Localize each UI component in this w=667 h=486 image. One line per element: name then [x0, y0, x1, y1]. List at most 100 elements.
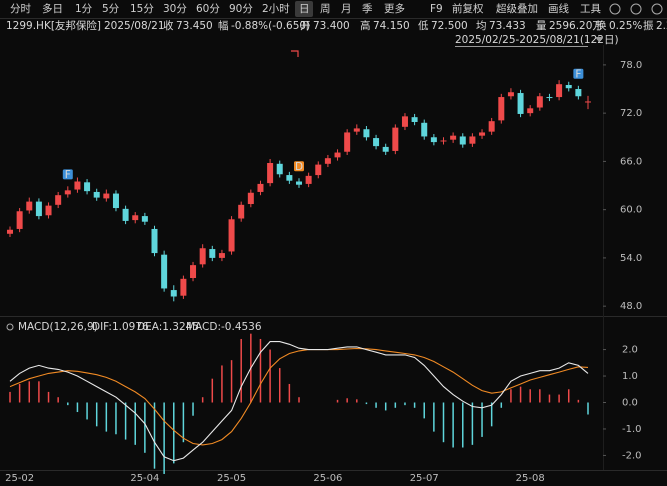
- quote-date: 2025/08/21: [104, 20, 165, 32]
- x-tick-label: 25-06: [313, 473, 342, 484]
- candle-body: [450, 135, 457, 140]
- symbol: 1299.HK[友邦保险]: [6, 19, 101, 32]
- tool[interactable]: 画线: [548, 2, 569, 15]
- candle-body: [103, 193, 110, 199]
- candle-body: [74, 181, 81, 190]
- y-tick-label: 72.0: [620, 108, 642, 119]
- candle-body: [132, 215, 139, 221]
- candle-body: [546, 97, 553, 99]
- tab[interactable]: 5分: [102, 3, 120, 15]
- y-tick-label: 0.0: [622, 398, 638, 409]
- y-tick-label: 60.0: [620, 205, 642, 216]
- candle-body: [363, 129, 370, 138]
- candle-body: [536, 96, 543, 108]
- candle-body: [479, 132, 486, 136]
- tab[interactable]: 月: [341, 3, 352, 15]
- tab[interactable]: 30分: [163, 3, 187, 15]
- macd-label: MACD:-0.4536: [186, 321, 262, 333]
- candle-body: [276, 163, 283, 175]
- tab[interactable]: 分时: [10, 3, 31, 15]
- tab[interactable]: 日: [299, 3, 310, 15]
- candle-body: [286, 175, 293, 181]
- tool[interactable]: 超级叠加: [496, 2, 538, 15]
- candle-body: [35, 201, 42, 217]
- candle-body: [141, 216, 148, 222]
- tab[interactable]: 15分: [130, 3, 154, 15]
- tab[interactable]: 2小时: [262, 3, 290, 15]
- y-tick-label: 1.0: [622, 371, 638, 382]
- candle-body: [305, 175, 312, 184]
- candle-body: [16, 211, 23, 229]
- field-label: 收: [163, 19, 174, 32]
- candle-body: [585, 101, 591, 103]
- tool[interactable]: 前复权: [452, 2, 484, 15]
- candle-body: [209, 249, 216, 258]
- dropdown-arrow[interactable]: [595, 37, 603, 42]
- candle-body: [517, 93, 524, 114]
- x-tick-label: 25-08: [516, 473, 545, 484]
- tab[interactable]: 周: [320, 3, 331, 15]
- field-label: 幅: [218, 19, 229, 32]
- tab[interactable]: 更多: [384, 2, 405, 15]
- settings-icon[interactable]: [609, 3, 621, 15]
- x-tick-label: 25-02: [5, 473, 34, 484]
- tool[interactable]: 工具: [580, 3, 601, 15]
- tab[interactable]: 多日: [42, 2, 63, 15]
- candle-body: [459, 136, 466, 145]
- field-label: 量: [536, 20, 547, 32]
- macd-title: MACD(12,26,9): [18, 321, 98, 333]
- candle-body: [344, 132, 351, 152]
- candle-body: [228, 219, 235, 252]
- event-label[interactable]: D: [295, 161, 303, 173]
- candle-body: [190, 265, 197, 279]
- candle-body: [421, 122, 428, 137]
- dif-line: [9, 341, 589, 462]
- more-icon[interactable]: [651, 3, 663, 15]
- field-value: 0.25%: [609, 20, 642, 32]
- event-label[interactable]: F: [575, 68, 581, 80]
- tab-active: [295, 1, 313, 17]
- candle-body: [565, 84, 572, 89]
- candle-body: [180, 278, 187, 296]
- candle-body: [430, 137, 437, 143]
- dea-line: [9, 347, 589, 446]
- candle-body: [556, 84, 563, 98]
- tab[interactable]: 60分: [196, 3, 220, 15]
- y-tick-label: 66.0: [620, 156, 642, 167]
- field-label: 振: [643, 19, 654, 32]
- y-tick-label: 2.0: [622, 345, 638, 356]
- tab[interactable]: 季: [362, 3, 373, 15]
- candle-body: [84, 182, 91, 192]
- candle-body: [112, 193, 119, 209]
- x-tick-label: 25-04: [130, 473, 159, 484]
- candle-body: [296, 181, 302, 185]
- candle-body: [507, 92, 514, 97]
- candle-body: [527, 108, 534, 114]
- candle-body: [353, 128, 360, 132]
- field-value: 73.433: [489, 20, 526, 32]
- crosshair-marker: [291, 50, 299, 57]
- candle-body: [382, 146, 389, 152]
- candle-body: [7, 229, 13, 234]
- field-value: 74.150: [373, 20, 410, 32]
- candle-body: [315, 164, 322, 176]
- tool[interactable]: F9: [430, 3, 443, 15]
- event-label[interactable]: F: [65, 169, 71, 181]
- candle-body: [575, 89, 582, 97]
- candle-body: [498, 97, 505, 121]
- x-tick-label: 25-05: [217, 473, 246, 484]
- date-range[interactable]: 2025/02/25-2025/08/21(122日): [455, 34, 619, 46]
- help-icon[interactable]: [630, 3, 642, 15]
- candle-body: [247, 192, 254, 205]
- tab[interactable]: 1分: [75, 3, 93, 15]
- x-tick-label: 25-07: [410, 473, 439, 484]
- candle-body: [334, 152, 341, 158]
- candle-body: [257, 183, 264, 192]
- indicator-icon[interactable]: [6, 323, 14, 331]
- y-tick-label: 48.0: [620, 301, 642, 312]
- candle-body: [199, 248, 206, 265]
- tab[interactable]: 90分: [229, 3, 253, 15]
- candle-body: [26, 201, 33, 211]
